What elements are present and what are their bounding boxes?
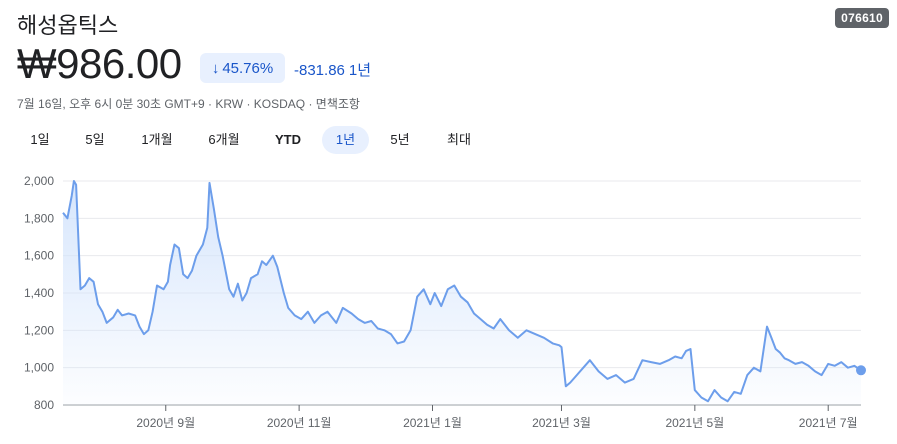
ticker-badge: 076610 bbox=[835, 8, 889, 28]
x-tick-label: 2020년 9월 bbox=[136, 416, 195, 430]
x-tick-label: 2021년 1월 bbox=[403, 416, 462, 430]
current-price-dot bbox=[856, 365, 866, 376]
tab-1y[interactable]: 1년 bbox=[322, 126, 369, 154]
tab-max[interactable]: 최대 bbox=[447, 132, 471, 147]
tab-1m[interactable]: 1개월 bbox=[141, 132, 173, 147]
y-tick-label: 2,000 bbox=[24, 174, 54, 188]
quote-meta: 7월 16일, 오후 6시 0분 30초 GMT+9 · KRW · KOSDA… bbox=[17, 97, 360, 111]
y-tick-label: 1,600 bbox=[24, 249, 54, 263]
x-tick-label: 2020년 11월 bbox=[267, 416, 332, 430]
x-tick-label: 2021년 3월 bbox=[532, 416, 591, 430]
x-tick-label: 2021년 5월 bbox=[665, 416, 724, 430]
time-range-tabs: 1일 5일 1개월 6개월 YTD 1년 5년 최대 bbox=[0, 126, 600, 154]
change-absolute: -831.86 bbox=[294, 62, 345, 79]
change-period: 1년 bbox=[348, 62, 372, 79]
x-axis: 2020년 9월 2020년 11월 2021년 1월 2021년 3월 2021년 5… bbox=[63, 404, 861, 430]
price-area bbox=[63, 181, 861, 405]
tab-ytd[interactable]: YTD bbox=[275, 132, 301, 147]
tab-1d[interactable]: 1일 bbox=[30, 132, 50, 147]
tab-6m[interactable]: 6개월 bbox=[208, 132, 240, 147]
y-tick-label: 800 bbox=[34, 398, 54, 412]
company-name: 해성옵틱스 bbox=[17, 13, 119, 38]
change-percent-badge: ↓ 45.76% bbox=[200, 53, 285, 83]
arrow-down-icon: ↓ bbox=[211, 59, 220, 77]
price-chart[interactable]: 2,000 1,800 1,600 1,400 1,200 1,000 800 2020년 … bbox=[0, 160, 897, 444]
y-tick-label: 1,800 bbox=[24, 211, 54, 225]
y-axis: 2,000 1,800 1,600 1,400 1,200 1,000 800 bbox=[24, 174, 54, 412]
current-price: ₩986.00 bbox=[17, 40, 182, 87]
y-tick-label: 1,400 bbox=[24, 286, 54, 300]
change-absolute-group: -831.86 1년 bbox=[294, 59, 371, 80]
x-tick-label: 2021년 7월 bbox=[799, 416, 858, 430]
change-percent: 45.76% bbox=[222, 59, 274, 77]
tab-5d[interactable]: 5일 bbox=[85, 132, 105, 147]
price-line bbox=[62, 180, 862, 403]
tab-5y[interactable]: 5년 bbox=[390, 132, 410, 147]
y-tick-label: 1,000 bbox=[24, 361, 54, 375]
y-tick-label: 1,200 bbox=[24, 323, 54, 337]
